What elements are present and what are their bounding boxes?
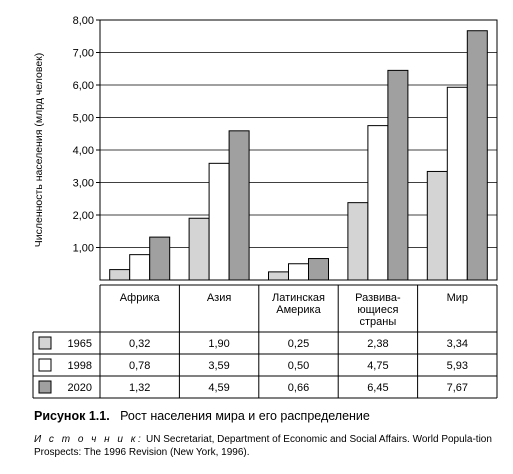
category-label: Африка [120,292,161,304]
y-tick-label: 7,00 [73,48,94,60]
legend-swatch-1998 [38,358,52,372]
figure-caption: Рисунок 1.1. Рост населения мира и его р… [34,409,370,423]
source-label: И с т о ч н и к: [34,434,144,445]
bar-1965 [347,202,369,281]
category-label: Латинская [272,292,325,304]
legend-label: 1965 [68,338,92,350]
bar-1965 [109,269,131,281]
caption-text: Рост населения мира и его распределение [120,409,370,423]
data-label: 0,25 [288,338,309,350]
data-label: 0,32 [129,338,150,350]
bar-2020 [228,130,250,281]
y-tick-label: 4,00 [73,145,94,157]
category-label: ющиеся [357,304,398,316]
bar-1965 [268,271,289,281]
y-axis-label: Численность населения (млрд человек) [33,53,45,248]
data-label: 1,90 [208,338,229,350]
bar-2020 [466,30,488,281]
y-tick-label: 3,00 [73,178,94,190]
data-label: 7,67 [447,382,468,394]
y-tick-label: 2,00 [73,210,94,222]
category-label: Америка [276,304,321,316]
category-label: Мир [447,292,468,304]
category-label: Азия [207,292,232,304]
data-label: 4,75 [367,360,388,372]
data-label: 4,59 [208,382,229,394]
legend-label: 1998 [68,360,92,372]
bar-2020 [149,236,171,281]
y-tick-label: 5,00 [73,113,94,125]
category-label: Развива- [355,292,401,304]
data-label: 3,34 [447,338,468,350]
data-label: 5,93 [447,360,468,372]
source-note: И с т о ч н и к: UN Secretariat, Departm… [34,433,504,459]
bar-1965 [188,217,210,281]
bar-1998 [446,86,468,281]
y-tick-label: 1,00 [73,243,94,255]
data-label: 2,38 [367,338,388,350]
bar-2020 [387,69,409,281]
bar-1998 [129,254,151,281]
data-label: 3,59 [208,360,229,372]
data-label: 0,66 [288,382,309,394]
y-tick-label: 6,00 [73,80,94,92]
bar-1998 [288,263,309,281]
bar-1998 [208,162,230,281]
data-label: 0,78 [129,360,150,372]
data-label: 6,45 [367,382,388,394]
legend-label: 2020 [68,382,92,394]
data-label: 0,50 [288,360,309,372]
category-label: страны [360,316,397,328]
source-text: UN Secretariat, Department of Economic a… [34,434,492,458]
data-label: 1,32 [129,382,150,394]
legend-swatch-1965 [38,336,52,350]
y-tick-label: 8,00 [73,15,94,27]
legend-swatch-2020 [38,380,52,394]
bar-1998 [367,125,389,281]
bar-1965 [426,170,448,281]
bar-2020 [308,258,329,281]
caption-number: Рисунок 1.1. [34,409,110,423]
